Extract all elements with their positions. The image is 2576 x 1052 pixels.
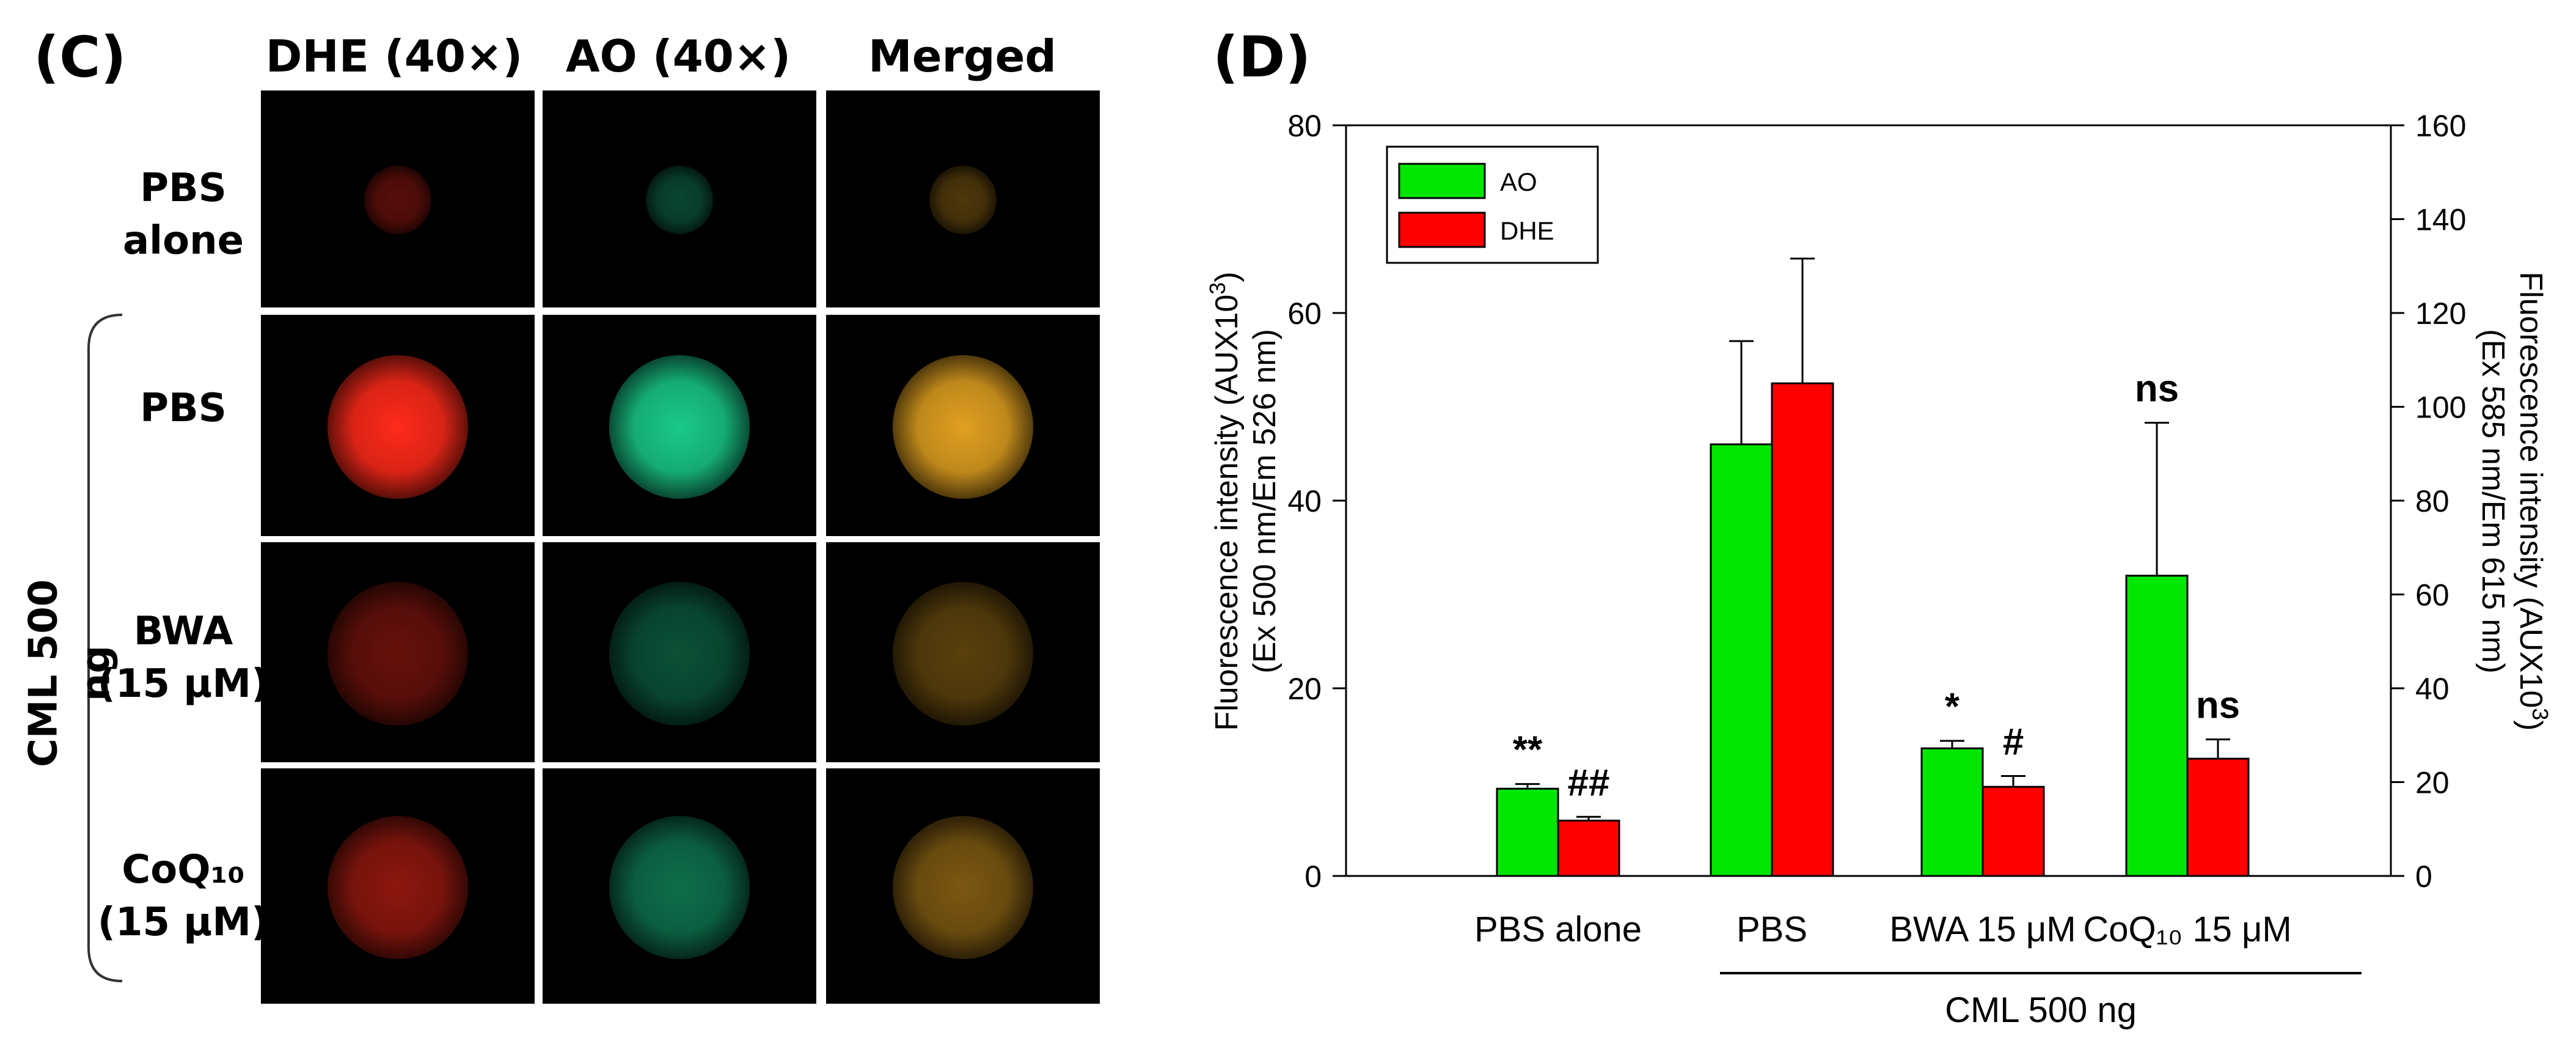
y-axis-label-left-line2: (Ex 500 nm/Em 526 nm) (1247, 329, 1283, 674)
micrograph-ao-row-1 (543, 90, 816, 307)
cell-ao-row-1 (646, 165, 713, 234)
category-label-1: PBS alone (1474, 910, 1642, 949)
cell-dhe-row-2 (327, 355, 468, 499)
annotation-ao-3: * (1945, 686, 1960, 728)
row-label-coq10: CoQ₁₀ (15 μM) (92, 844, 275, 949)
column-header-dhe: DHE (40×) (265, 31, 523, 82)
bar-ao-4 (2125, 575, 2189, 877)
annotation-dhe-4: ns (2196, 685, 2240, 727)
row-label-bwa: BWA (15 μM) (92, 605, 275, 711)
cml-bracket-label: CML 500 ng (1945, 990, 2137, 1030)
micrograph-dhe-row-1 (261, 90, 535, 307)
bar-dhe-1 (1557, 819, 1620, 877)
row-label-pbs: PBS (110, 382, 257, 435)
micrograph-ao-row-4 (543, 768, 816, 1004)
cell-dhe-row-4 (327, 815, 468, 960)
y-axis-label-right-line2: (Ex 585 nm/Em 615 nm) (2475, 329, 2511, 674)
cell-dhe-row-3 (327, 582, 468, 726)
legend-label-dhe: DHE (1500, 216, 1554, 245)
panel-c-label: (C) (34, 24, 126, 90)
micrograph-dhe-row-4 (261, 768, 535, 1004)
right-tick-label: 160 (2415, 109, 2466, 143)
y-axis-label-right-line1: Fluorescence intensity (AUX103) (2513, 271, 2553, 730)
cell-dhe-row-1 (364, 165, 431, 234)
left-tick-label: 60 (1287, 296, 1322, 331)
legend-swatch-dhe (1398, 212, 1486, 248)
annotation-dhe-1: ## (1568, 762, 1610, 804)
bar-dhe-2 (1771, 382, 1834, 877)
row-label-pbs-alone: PBS alone (86, 162, 281, 268)
left-tick-label: 40 (1287, 484, 1322, 518)
category-label-4: CoQ₁₀ 15 μM (2083, 910, 2291, 949)
right-tick-label: 120 (2415, 296, 2466, 331)
row-label-bwa-line2: (15 μM) (97, 661, 269, 707)
micrograph-dhe-row-3 (261, 542, 535, 762)
micrograph-merged-row-3 (826, 542, 1100, 762)
bar-dhe-4 (2186, 757, 2250, 877)
column-header-ao: AO (40×) (565, 31, 791, 82)
cell-merged-row-2 (893, 355, 1033, 499)
cell-ao-row-3 (609, 582, 750, 726)
cell-merged-row-1 (929, 165, 997, 234)
bar-dhe-3 (1981, 785, 2045, 877)
micrograph-ao-row-2 (543, 315, 816, 536)
row-label-pbs-text: PBS (140, 386, 227, 431)
right-tick-label: 60 (2415, 578, 2450, 612)
column-header-merged: Merged (868, 31, 1056, 82)
legend-label-ao: AO (1500, 167, 1537, 196)
y-axis-label-right: Fluorescence intensity (AUX103)(Ex 585 n… (2475, 271, 2553, 730)
right-tick-label: 100 (2415, 391, 2466, 425)
micrograph-ao-row-3 (543, 542, 816, 762)
row-label-pbs-alone-text: PBS alone (122, 166, 244, 264)
left-tick-label: 80 (1287, 109, 1322, 143)
row-label-coq10-line1: CoQ₁₀ (122, 847, 245, 892)
cell-ao-row-4 (609, 815, 750, 960)
left-tick-label: 20 (1287, 672, 1322, 706)
micrograph-merged-row-1 (826, 90, 1100, 307)
legend-swatch-ao (1398, 163, 1486, 199)
bar-ao-2 (1710, 443, 1773, 877)
bar-ao-1 (1496, 787, 1559, 877)
annotation-ao-4: ns (2135, 368, 2179, 410)
right-tick-label: 0 (2415, 859, 2432, 894)
y-axis-label-left-line1: Fluorescence intensity (AUX103) (1205, 271, 1245, 730)
micrograph-dhe-row-2 (261, 315, 535, 536)
right-tick-label: 140 (2415, 203, 2466, 237)
category-label-3: BWA 15 μM (1889, 910, 2076, 949)
right-tick-label: 80 (2415, 484, 2450, 518)
micrograph-merged-row-2 (826, 315, 1100, 536)
micrograph-merged-row-4 (826, 768, 1100, 1004)
category-label-2: PBS (1736, 910, 1807, 949)
cml-group-bracket (87, 314, 123, 982)
cell-ao-row-2 (609, 355, 750, 499)
cell-merged-row-4 (893, 815, 1033, 960)
bar-ao-3 (1920, 747, 1984, 877)
right-tick-label: 20 (2415, 766, 2450, 800)
annotation-dhe-3: # (2003, 721, 2024, 763)
right-tick-label: 40 (2415, 672, 2450, 706)
cell-merged-row-3 (893, 582, 1033, 726)
row-label-bwa-line1: BWA (133, 609, 233, 654)
panel-d-label: (D) (1213, 24, 1311, 90)
y-axis-label-left: Fluorescence intensity (AUX103)(Ex 500 n… (1205, 271, 1283, 730)
left-tick-label: 0 (1304, 859, 1322, 894)
row-label-coq10-line2: (15 μM) (97, 900, 269, 946)
annotation-ao-1: ** (1513, 729, 1543, 771)
